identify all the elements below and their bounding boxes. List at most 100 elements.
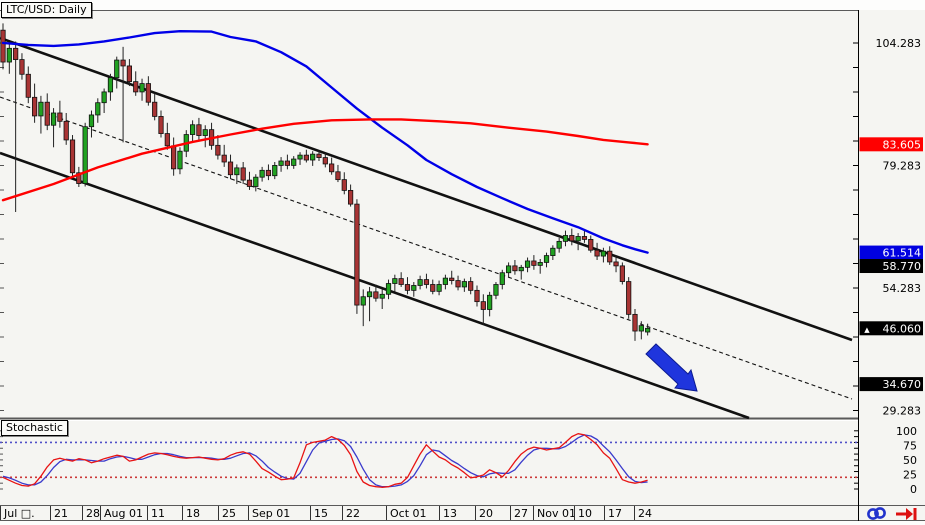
time-axis-label[interactable]: 15 <box>314 507 328 520</box>
candle-body <box>69 139 76 174</box>
price-badge-value: 61.514 <box>883 247 922 260</box>
stoch-axis-label: 75 <box>903 439 917 452</box>
price-badge-value: 34.670 <box>883 378 922 391</box>
time-axis-label[interactable]: 28 <box>86 507 100 520</box>
time-axis-label[interactable]: 10 <box>578 507 592 520</box>
time-axis-label[interactable]: 18 <box>186 507 200 520</box>
price-badge <box>859 321 923 336</box>
candle-body <box>152 101 158 117</box>
candle-body <box>322 157 328 165</box>
candle-body <box>63 120 69 141</box>
candle-body <box>524 260 531 268</box>
candle-body <box>575 236 581 242</box>
candle-body <box>88 114 95 128</box>
price-badge <box>859 377 923 392</box>
candle-body <box>164 133 170 147</box>
time-axis-label[interactable]: 22 <box>346 507 360 520</box>
candle-body <box>114 59 120 79</box>
candle-body <box>537 262 543 266</box>
candle-body <box>550 247 556 256</box>
channel-line <box>0 151 750 420</box>
candle-body <box>221 154 227 163</box>
candle-body <box>354 203 360 306</box>
candle-body <box>347 190 354 205</box>
candle-body <box>126 65 132 83</box>
time-axis-label[interactable]: Nov 01 <box>537 507 576 520</box>
time-axis-label[interactable]: 25 <box>222 507 236 520</box>
time-axis-label[interactable]: 24 <box>638 507 652 520</box>
time-axis-label[interactable]: 20 <box>479 507 493 520</box>
price-badge <box>859 245 923 260</box>
candle-body <box>101 91 107 104</box>
candle-body <box>76 172 82 184</box>
time-axis[interactable]: Jul □. 21 28 Aug 01 11 18 25 Sep 01 15 22 Oct 01 13… <box>0 506 653 520</box>
candle-body <box>474 289 480 303</box>
candle-body <box>531 260 537 266</box>
candle-body <box>366 291 373 298</box>
candle-body <box>265 169 272 177</box>
candle-body <box>329 163 335 173</box>
candle-body <box>360 296 366 306</box>
time-axis-label[interactable]: Aug 01 <box>104 507 143 520</box>
candle-body <box>430 284 436 292</box>
candle-body <box>316 153 322 158</box>
candle-body <box>171 145 177 170</box>
candle-body <box>240 167 246 181</box>
candle-body <box>133 81 139 93</box>
time-axis-label[interactable]: Sep 01 <box>252 507 290 520</box>
candle-body <box>202 129 208 136</box>
candle-body <box>38 101 44 117</box>
price-badge <box>859 137 923 152</box>
candle-body <box>310 153 316 161</box>
candle-body <box>234 167 240 176</box>
candle-body <box>32 96 38 117</box>
candle-body <box>493 284 499 296</box>
candle-body <box>215 144 221 156</box>
time-axis-label[interactable]: 27 <box>514 507 528 520</box>
chart-link-icon[interactable] <box>865 506 889 521</box>
scroll-to-end-icon[interactable] <box>895 506 917 521</box>
candle-body <box>455 280 461 288</box>
candle-body <box>449 277 455 281</box>
indicator-name-label: Stochastic <box>1 420 68 436</box>
price-axis-label: 29.283 <box>883 405 922 418</box>
candle-body <box>291 158 297 166</box>
chart-corner-toolbar <box>865 506 917 521</box>
candle-body <box>284 160 291 166</box>
stoch-axis-label: 50 <box>903 454 917 467</box>
time-axis-label[interactable]: 13 <box>443 507 457 520</box>
candle-body <box>44 101 50 126</box>
time-axis-label[interactable]: 11 <box>151 507 165 520</box>
channel-midline <box>0 96 853 400</box>
time-axis-label[interactable]: 17 <box>608 507 622 520</box>
time-axis-label[interactable]: Oct 01 <box>390 507 427 520</box>
candle-body <box>518 266 524 272</box>
candle-body <box>177 150 183 170</box>
candle-body <box>468 281 474 291</box>
candle-body <box>499 272 505 285</box>
stoch-axis-label: 0 <box>910 483 917 496</box>
candle-body <box>297 154 303 160</box>
ma-red <box>1 118 649 202</box>
candle-body <box>562 235 569 242</box>
candle-body <box>57 112 63 122</box>
price-badge-value: 46.060 <box>883 322 922 335</box>
candle-body <box>246 179 253 187</box>
candle-body <box>626 281 632 315</box>
candle-body <box>398 278 404 285</box>
candle-body <box>556 240 562 249</box>
candle-body <box>436 284 442 292</box>
candle-body <box>303 154 309 161</box>
candle-body <box>341 179 347 191</box>
candle-body <box>588 239 594 251</box>
candle-body <box>189 124 196 135</box>
candle-body <box>594 249 600 257</box>
time-axis-label[interactable]: Jul □. <box>3 507 35 520</box>
candle-body <box>487 294 493 310</box>
candle-body <box>645 327 651 333</box>
time-axis-label[interactable]: 21 <box>54 507 68 520</box>
price-axis: 104.283 79.283 54.283 29.283 83.605 61.51458.… <box>859 37 923 418</box>
candle-body <box>120 59 126 67</box>
price-badge-value: 83.605 <box>883 138 922 151</box>
